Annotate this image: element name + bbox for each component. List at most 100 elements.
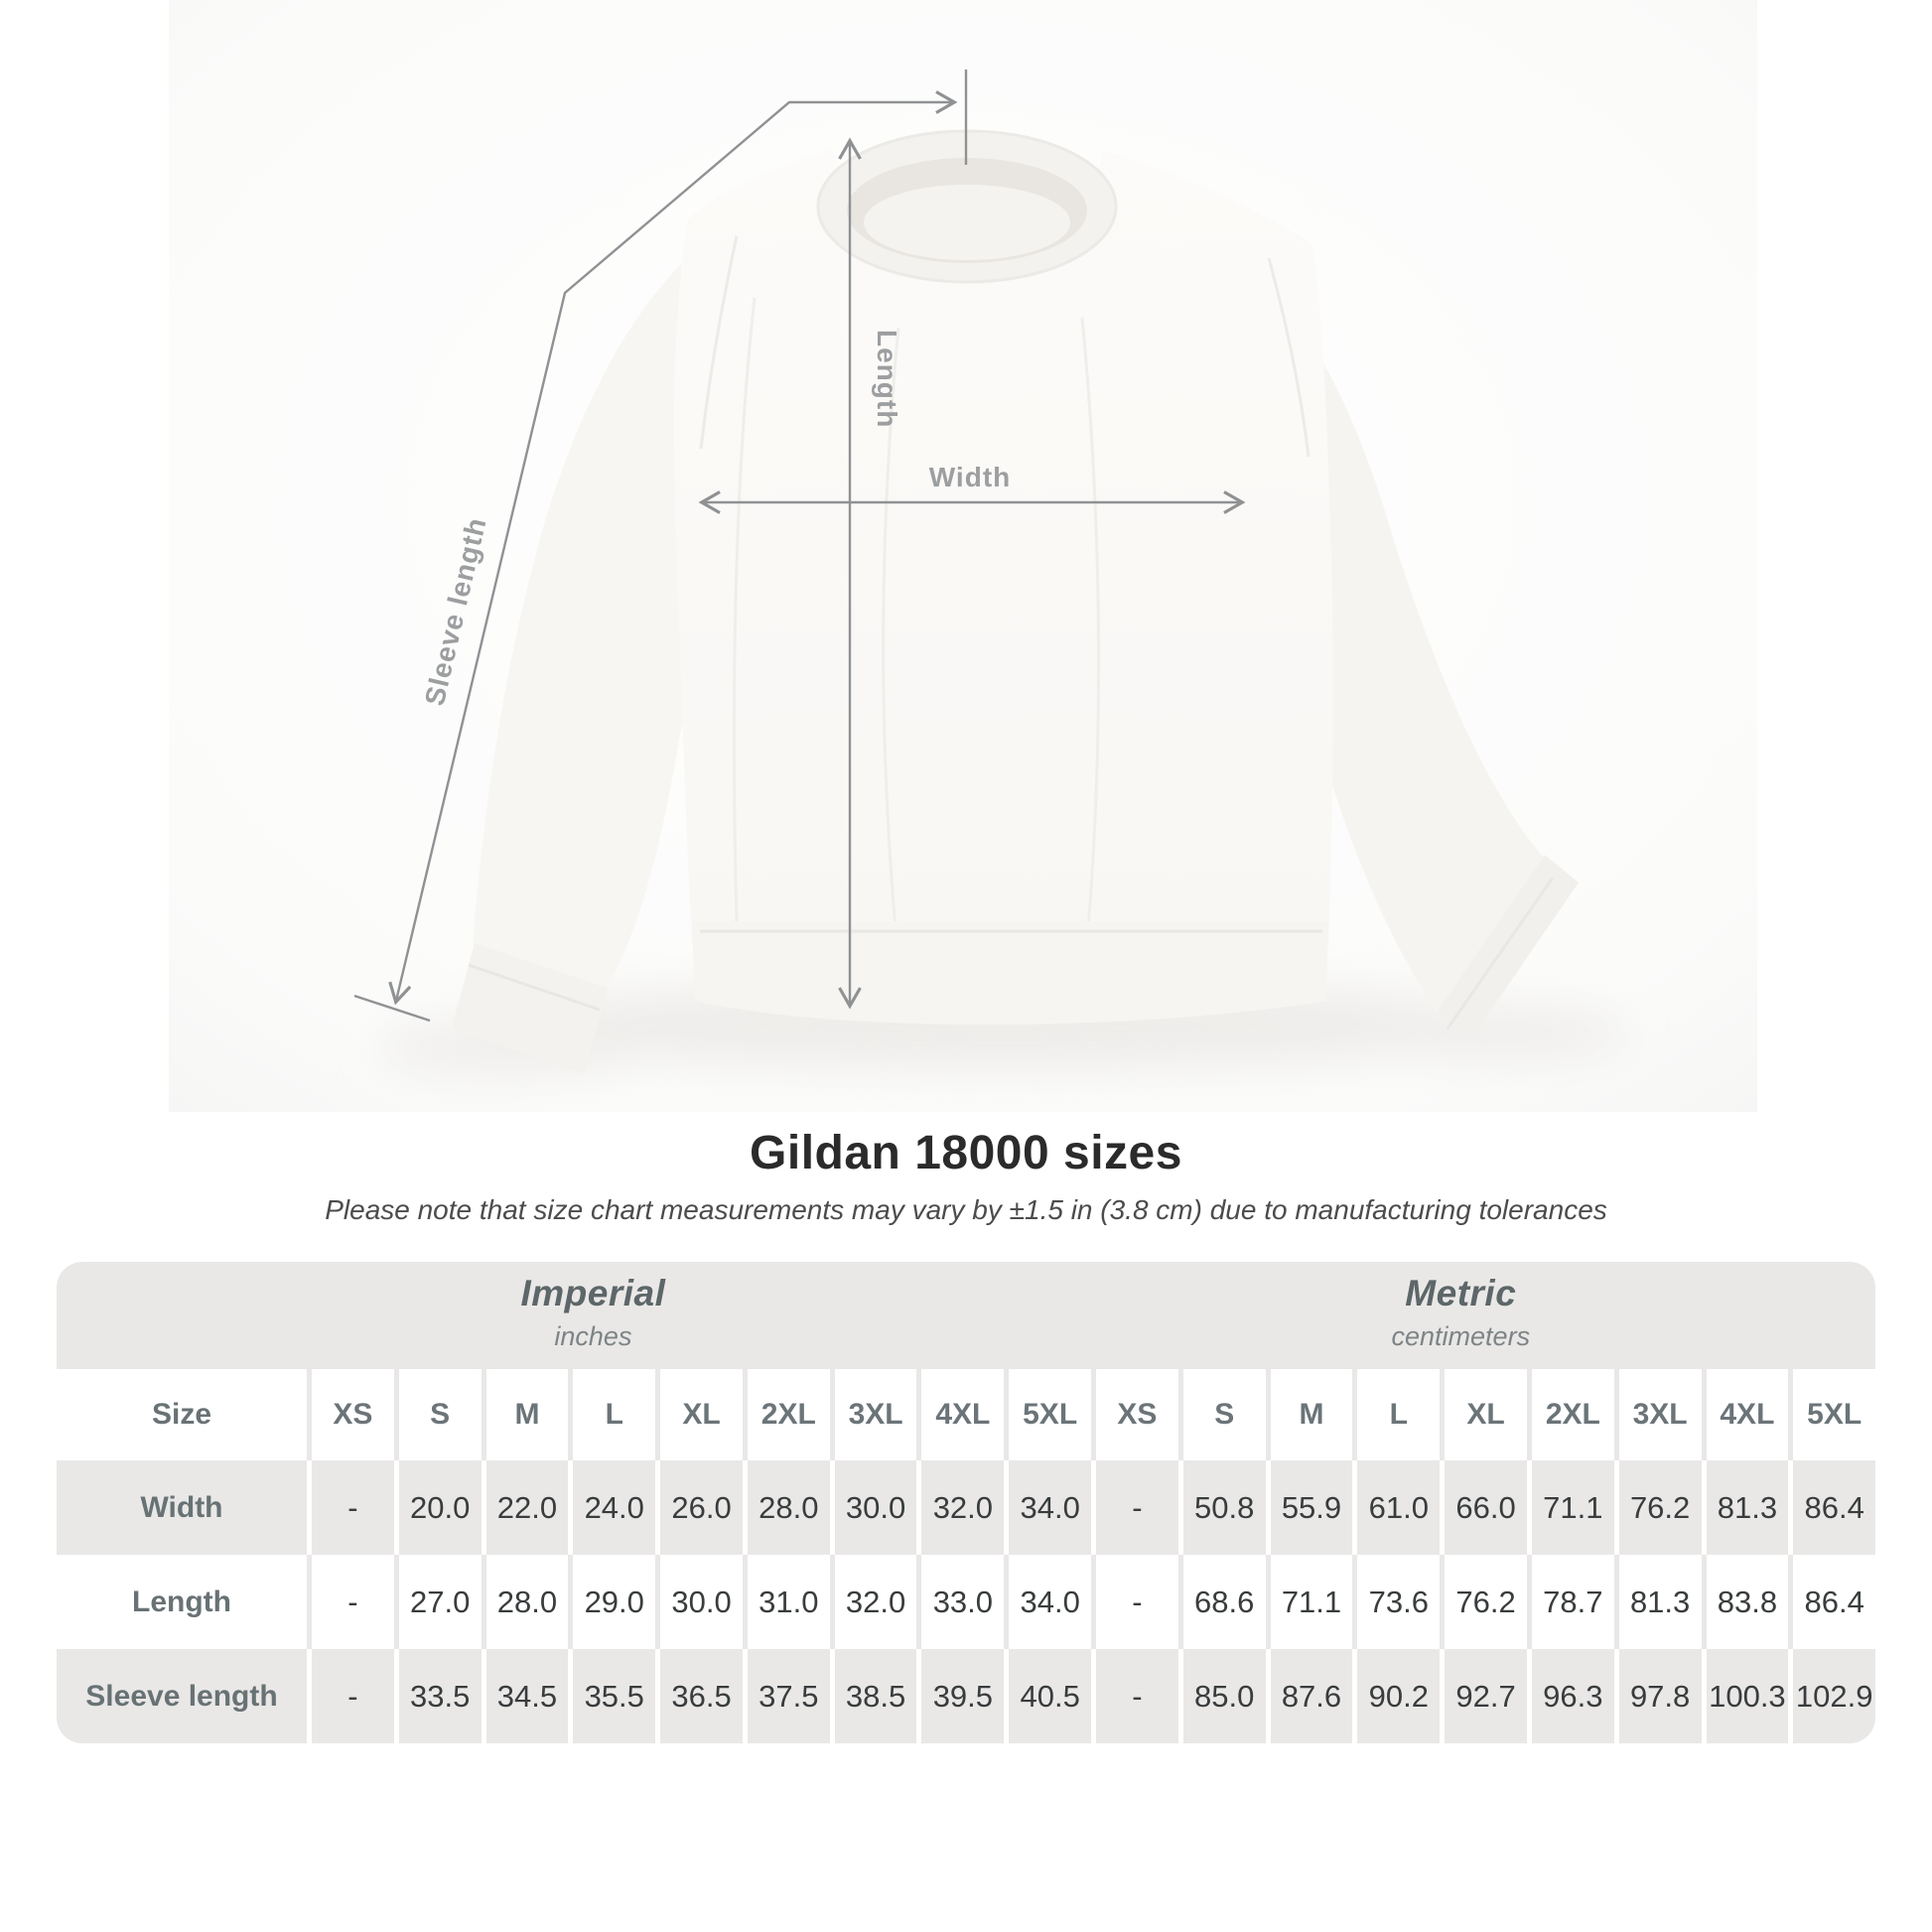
imperial-label: Imperial [520, 1272, 666, 1313]
value-cell: 90.2 [1352, 1649, 1440, 1743]
size-header-cell: L [568, 1369, 655, 1460]
value-cell: 102.9 [1788, 1649, 1875, 1743]
size-header-cell: S [393, 1369, 482, 1460]
sleeve-length-line [388, 90, 958, 1006]
value-cell: 30.0 [655, 1555, 743, 1649]
width-label: Width [929, 462, 1012, 492]
value-cell: 36.5 [655, 1649, 743, 1743]
value-cell: 33.0 [916, 1555, 1004, 1649]
size-header-cell: L [1352, 1369, 1440, 1460]
value-cell: 20.0 [393, 1460, 482, 1555]
value-cell: 28.0 [481, 1555, 569, 1649]
value-cell: 73.6 [1352, 1555, 1440, 1649]
sleeve-length-end-tick [353, 994, 431, 1023]
size-header-cell: M [481, 1369, 569, 1460]
table-row: Length -27.0 28.0 29.0 30.0 31.0 32.0 33.0 34.0-… [57, 1555, 1875, 1649]
value-cell: 34.0 [1004, 1555, 1091, 1649]
value-cell: 32.0 [829, 1555, 917, 1649]
size-header-cell: 2XL [1526, 1369, 1614, 1460]
page-title: Gildan 18000 sizes [750, 1127, 1182, 1179]
metric-unit: centimeters [1391, 1320, 1531, 1351]
value-cell: 26.0 [655, 1460, 743, 1555]
value-cell: 71.1 [1526, 1460, 1614, 1555]
value-cell: 66.0 [1440, 1460, 1527, 1555]
value-cell: 97.8 [1613, 1649, 1702, 1743]
value-cell: 86.4 [1788, 1555, 1875, 1649]
value-cell: 30.0 [829, 1460, 917, 1555]
size-header-cell: XS [1091, 1369, 1178, 1460]
value-cell: 86.4 [1788, 1460, 1875, 1555]
size-header-cell: M [1265, 1369, 1353, 1460]
value-cell: - [1091, 1555, 1178, 1649]
value-cell: 78.7 [1526, 1555, 1614, 1649]
value-cell: 28.0 [742, 1460, 830, 1555]
value-cell: 61.0 [1352, 1460, 1440, 1555]
size-column-header: Size [151, 1398, 212, 1431]
size-header-cell: 4XL [1701, 1369, 1789, 1460]
value-cell: 37.5 [742, 1649, 830, 1743]
value-cell: 38.5 [829, 1649, 917, 1743]
unit-banner: Imperial inches Metric centimeters [57, 1262, 1875, 1369]
row-label: Length [132, 1585, 231, 1618]
value-cell: 76.2 [1440, 1555, 1527, 1649]
value-cell: 22.0 [481, 1460, 569, 1555]
value-cell: 81.3 [1701, 1460, 1789, 1555]
value-cell: 83.8 [1701, 1555, 1789, 1649]
value-cell: 92.7 [1440, 1649, 1527, 1743]
value-cell: 29.0 [568, 1555, 655, 1649]
value-cell: - [307, 1555, 394, 1649]
value-cell: 87.6 [1265, 1649, 1353, 1743]
value-cell: 100.3 [1701, 1649, 1789, 1743]
size-header-cell: XS [307, 1369, 394, 1460]
right-cuff-seam [1446, 877, 1555, 1030]
value-cell: 34.5 [481, 1649, 569, 1743]
size-header-cell: 3XL [829, 1369, 917, 1460]
value-cell: 40.5 [1004, 1649, 1091, 1743]
value-cell: 39.5 [916, 1649, 1004, 1743]
metric-group-header: Metric centimeters [1392, 1273, 1531, 1352]
value-cell: - [307, 1460, 394, 1555]
value-cell: 76.2 [1613, 1460, 1702, 1555]
tolerance-note: Please note that size chart measurements… [325, 1194, 1607, 1225]
value-cell: 68.6 [1177, 1555, 1266, 1649]
row-label: Sleeve length [85, 1679, 278, 1713]
value-cell: 71.1 [1265, 1555, 1353, 1649]
size-header-cell: 5XL [1004, 1369, 1091, 1460]
value-cell: 31.0 [742, 1555, 830, 1649]
table-row: Width -20.0 22.0 24.0 26.0 28.0 30.0 32.0 34.0-5… [57, 1460, 1875, 1555]
value-cell: 34.0 [1004, 1460, 1091, 1555]
size-header-cell: 4XL [916, 1369, 1004, 1460]
value-cell: 81.3 [1613, 1555, 1702, 1649]
product-photo: Length Width Sleeve length [169, 0, 1757, 1112]
collar-inner-back [864, 185, 1070, 260]
metric-label: Metric [1405, 1272, 1517, 1313]
size-header-cell: XL [655, 1369, 743, 1460]
table-rows: Size XS S M L XL 2XL 3XL 4XL 5XL XS S M L XL 2XL 3XL 4XL 5… [57, 1369, 1875, 1743]
hem-band [692, 921, 1328, 1025]
value-cell: 35.5 [568, 1649, 655, 1743]
value-cell: 50.8 [1177, 1460, 1266, 1555]
size-header-cell: S [1177, 1369, 1266, 1460]
value-cell: 33.5 [393, 1649, 482, 1743]
imperial-group-header: Imperial inches [520, 1273, 665, 1352]
value-cell: 85.0 [1177, 1649, 1266, 1743]
value-cell: - [1091, 1649, 1178, 1743]
value-cell: - [1091, 1460, 1178, 1555]
length-label: Length [872, 330, 902, 428]
value-cell: - [307, 1649, 394, 1743]
row-label: Width [140, 1490, 223, 1524]
sweatshirt-diagram: Length Width Sleeve length [169, 0, 1757, 1112]
value-cell: 55.9 [1265, 1460, 1353, 1555]
size-header-cell: 2XL [742, 1369, 830, 1460]
value-cell: 32.0 [916, 1460, 1004, 1555]
table-row: Sleeve length -33.5 34.5 35.5 36.5 37.5 38.5 39… [57, 1649, 1875, 1743]
value-cell: 24.0 [568, 1460, 655, 1555]
size-header-cell: XL [1440, 1369, 1527, 1460]
size-header-cell: 3XL [1613, 1369, 1702, 1460]
size-header-cell: 5XL [1788, 1369, 1875, 1460]
value-cell: 96.3 [1526, 1649, 1614, 1743]
value-cell: 27.0 [393, 1555, 482, 1649]
size-table: Imperial inches Metric centimeters Size X… [57, 1262, 1875, 1743]
imperial-unit: inches [554, 1320, 632, 1351]
table-header-row: Size XS S M L XL 2XL 3XL 4XL 5XL XS S M L XL 2XL 3XL 4XL 5… [57, 1369, 1875, 1460]
